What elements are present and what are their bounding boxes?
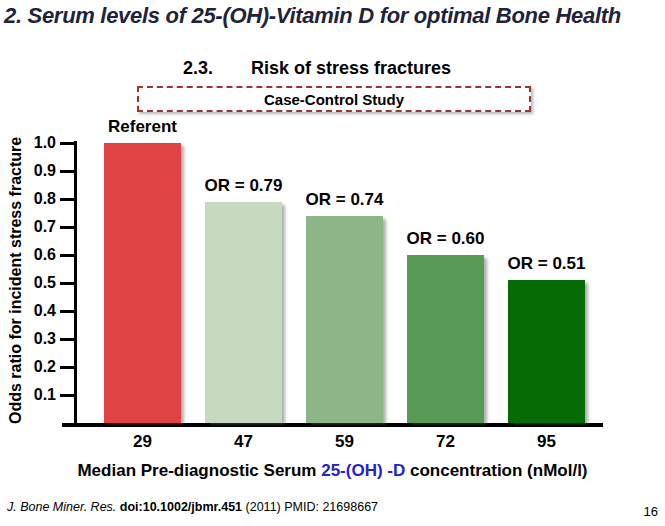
y-axis-tick (60, 394, 75, 397)
x-axis-title-highlight: 25-(OH) -D (321, 461, 405, 480)
slide-title: 2. Serum levels of 25-(OH)-Vitamin D for… (4, 3, 665, 29)
x-axis-tick-label: 47 (214, 432, 274, 452)
x-axis-tick-label: 59 (315, 432, 375, 452)
y-axis-tick (60, 198, 75, 201)
bar-value-label: OR = 0.74 (275, 190, 415, 210)
bar (407, 255, 484, 423)
slide: 2. Serum levels of 25-(OH)-Vitamin D for… (0, 0, 665, 526)
y-axis-tick-label: 0.2 (18, 359, 56, 375)
section-number: 2.3. (183, 58, 213, 78)
study-badge-label: Case-Control Study (264, 91, 404, 108)
bar-value-label: OR = 0.60 (376, 229, 516, 249)
study-type-badge: Case-Control Study (137, 86, 531, 112)
y-axis-tick-label: 0.9 (18, 163, 56, 179)
x-axis-tick-label: 72 (416, 432, 476, 452)
bar-value-label: Referent (73, 117, 213, 137)
y-axis-tick-label: 0.4 (18, 303, 56, 319)
x-axis-title: Median Pre-diagnostic Serum 25-(OH) -D c… (62, 461, 603, 481)
citation: J. Bone Miner. Res. doi:10.1002/jbmr.451… (7, 500, 378, 514)
citation-journal: J. Bone Miner. Res. (7, 500, 120, 514)
bar (104, 143, 181, 423)
y-axis-tick-label: 0.8 (18, 191, 56, 207)
citation-doi: doi:10.1002/jbmr.451 (120, 500, 246, 514)
y-axis-tick (60, 142, 75, 145)
x-axis-line (62, 423, 603, 427)
bar (508, 280, 585, 423)
bar (205, 202, 282, 423)
bar-value-label: OR = 0.51 (477, 254, 617, 274)
y-axis-tick (60, 366, 75, 369)
citation-rest: (2011) PMID: 21698667 (246, 500, 379, 514)
page-number: 16 (620, 504, 658, 519)
y-axis-tick-label: 1.0 (18, 135, 56, 151)
x-axis-title-post: concentration (nMol/l) (405, 461, 587, 480)
y-axis-tick-label: 0.7 (18, 219, 56, 235)
y-axis-tick (60, 310, 75, 313)
section-heading: 2.3. Risk of stress fractures (183, 58, 451, 79)
y-axis-tick-label: 0.3 (18, 331, 56, 347)
y-axis-tick-label: 0.1 (18, 387, 56, 403)
x-axis-title-pre: Median Pre-diagnostic Serum (77, 461, 321, 480)
y-axis-tick (60, 338, 75, 341)
section-title: Risk of stress fractures (251, 58, 451, 78)
y-axis-tick (60, 282, 75, 285)
x-axis-tick-label: 95 (517, 432, 577, 452)
y-axis-tick-label: 0.5 (18, 275, 56, 291)
y-axis-tick-label: 0.6 (18, 247, 56, 263)
y-axis-tick (60, 254, 75, 257)
y-axis-tick (60, 226, 75, 229)
x-axis-tick-label: 29 (113, 432, 173, 452)
y-axis-tick (60, 170, 75, 173)
bar (306, 216, 383, 423)
